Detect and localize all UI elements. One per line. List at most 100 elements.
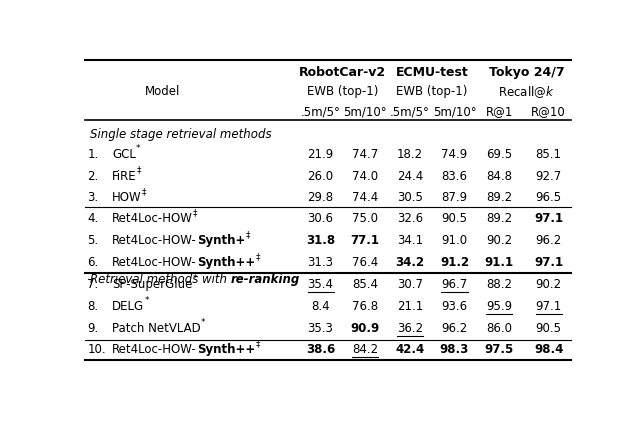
- Text: 18.2: 18.2: [397, 147, 423, 161]
- Text: *: *: [193, 274, 197, 283]
- Text: 86.0: 86.0: [486, 322, 512, 334]
- Text: R@1: R@1: [485, 105, 513, 118]
- Text: 85.1: 85.1: [536, 147, 562, 161]
- Text: 96.2: 96.2: [536, 234, 562, 247]
- Text: Ret4Loc-HOW: Ret4Loc-HOW: [112, 212, 193, 225]
- Text: ECMU-test: ECMU-test: [396, 66, 468, 79]
- Text: Single stage retrieval methods: Single stage retrieval methods: [90, 128, 271, 141]
- Text: Tokyo 24/7: Tokyo 24/7: [488, 66, 564, 79]
- Text: 87.9: 87.9: [442, 191, 468, 204]
- Text: 5m/10°: 5m/10°: [344, 105, 387, 118]
- Text: GCL: GCL: [112, 147, 136, 161]
- Text: 90.2: 90.2: [536, 278, 562, 291]
- Text: 91.1: 91.1: [484, 256, 514, 269]
- Text: 89.2: 89.2: [486, 191, 512, 204]
- Text: 90.5: 90.5: [442, 212, 467, 225]
- Text: Ret4Loc-HOW-: Ret4Loc-HOW-: [112, 256, 197, 269]
- Text: re-ranking: re-ranking: [231, 272, 300, 286]
- Text: 7.: 7.: [88, 278, 99, 291]
- Text: 5m/10°: 5m/10°: [433, 105, 476, 118]
- Text: 38.6: 38.6: [306, 343, 335, 356]
- Text: Ret4Loc-HOW-: Ret4Loc-HOW-: [112, 343, 197, 356]
- Text: 21.1: 21.1: [397, 300, 423, 313]
- Text: Synth++: Synth++: [197, 343, 255, 356]
- Text: ‡: ‡: [193, 209, 198, 218]
- Text: Synth+: Synth+: [197, 234, 245, 247]
- Text: HOW: HOW: [112, 191, 142, 204]
- Text: 74.9: 74.9: [442, 147, 468, 161]
- Text: 31.3: 31.3: [308, 256, 333, 269]
- Text: 92.7: 92.7: [536, 170, 562, 182]
- Text: 32.6: 32.6: [397, 212, 423, 225]
- Text: 77.1: 77.1: [351, 234, 380, 247]
- Text: 96.2: 96.2: [442, 322, 468, 334]
- Text: 90.5: 90.5: [536, 322, 562, 334]
- Text: 42.4: 42.4: [396, 343, 424, 356]
- Text: 83.6: 83.6: [442, 170, 467, 182]
- Text: 30.5: 30.5: [397, 191, 423, 204]
- Text: Recall@$k$: Recall@$k$: [498, 84, 555, 100]
- Text: EWB (top-1): EWB (top-1): [307, 85, 379, 99]
- Text: FiRE: FiRE: [112, 170, 137, 182]
- Text: 96.7: 96.7: [442, 278, 468, 291]
- Text: 84.8: 84.8: [486, 170, 512, 182]
- Text: 1.: 1.: [88, 147, 99, 161]
- Text: 88.2: 88.2: [486, 278, 512, 291]
- Text: Patch NetVLAD: Patch NetVLAD: [112, 322, 201, 334]
- Text: 26.0: 26.0: [307, 170, 333, 182]
- Text: 91.0: 91.0: [442, 234, 468, 247]
- Text: 10.: 10.: [88, 343, 106, 356]
- Text: 35.3: 35.3: [308, 322, 333, 334]
- Text: RobotCar-v2: RobotCar-v2: [300, 66, 387, 79]
- Text: 90.9: 90.9: [351, 322, 380, 334]
- Text: 97.5: 97.5: [484, 343, 514, 356]
- Text: ‡: ‡: [142, 187, 147, 196]
- Text: 91.2: 91.2: [440, 256, 469, 269]
- Text: ‡: ‡: [255, 339, 260, 348]
- Text: 74.0: 74.0: [352, 170, 378, 182]
- Text: 74.7: 74.7: [352, 147, 378, 161]
- Text: SP-SuperGlue: SP-SuperGlue: [112, 278, 193, 291]
- Text: 89.2: 89.2: [486, 212, 512, 225]
- Text: 97.1: 97.1: [534, 256, 563, 269]
- Text: Ret4Loc-HOW-: Ret4Loc-HOW-: [112, 234, 197, 247]
- Text: DELG: DELG: [112, 300, 145, 313]
- Text: 74.4: 74.4: [352, 191, 378, 204]
- Text: *: *: [201, 318, 205, 327]
- Text: 35.4: 35.4: [308, 278, 333, 291]
- Text: 75.0: 75.0: [352, 212, 378, 225]
- Text: ‡: ‡: [137, 166, 141, 175]
- Text: 96.5: 96.5: [536, 191, 562, 204]
- Text: ‡: ‡: [255, 252, 260, 261]
- Text: with: with: [202, 272, 231, 286]
- Text: 98.4: 98.4: [534, 343, 563, 356]
- Text: 93.6: 93.6: [442, 300, 468, 313]
- Text: 3.: 3.: [88, 191, 99, 204]
- Text: *: *: [136, 144, 141, 153]
- Text: 5.: 5.: [88, 234, 99, 247]
- Text: 90.2: 90.2: [486, 234, 512, 247]
- Text: 76.4: 76.4: [352, 256, 378, 269]
- Text: 30.6: 30.6: [308, 212, 333, 225]
- Text: *: *: [145, 296, 149, 305]
- Text: 29.8: 29.8: [307, 191, 333, 204]
- Text: .5m/5°: .5m/5°: [390, 105, 430, 118]
- Text: 24.4: 24.4: [397, 170, 423, 182]
- Text: 34.2: 34.2: [396, 256, 424, 269]
- Text: 6.: 6.: [88, 256, 99, 269]
- Text: .5m/5°: .5m/5°: [301, 105, 340, 118]
- Text: 69.5: 69.5: [486, 147, 512, 161]
- Text: 9.: 9.: [88, 322, 99, 334]
- Text: 85.4: 85.4: [352, 278, 378, 291]
- Text: 34.1: 34.1: [397, 234, 423, 247]
- Text: 21.9: 21.9: [307, 147, 333, 161]
- Text: 8.: 8.: [88, 300, 99, 313]
- Text: 4.: 4.: [88, 212, 99, 225]
- Text: 76.8: 76.8: [352, 300, 378, 313]
- Text: 84.2: 84.2: [352, 343, 378, 356]
- Text: 97.1: 97.1: [534, 212, 563, 225]
- Text: Model: Model: [145, 85, 180, 99]
- Text: 36.2: 36.2: [397, 322, 423, 334]
- Text: R@10: R@10: [531, 105, 566, 118]
- Text: 31.8: 31.8: [306, 234, 335, 247]
